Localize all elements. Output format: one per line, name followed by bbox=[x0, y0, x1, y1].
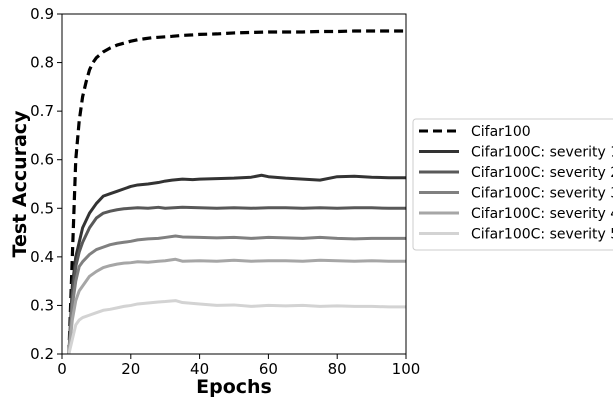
x-tick-label: 60 bbox=[259, 360, 278, 378]
legend-label-2: Cifar100C: severity 1 bbox=[471, 145, 613, 161]
y-axis-title: Test Accuracy bbox=[9, 110, 31, 258]
legend-box bbox=[412, 118, 613, 251]
series-line-3 bbox=[67, 205, 406, 354]
y-tick-label: 0.4 bbox=[30, 248, 54, 266]
series-group bbox=[67, 29, 406, 354]
plot-frame bbox=[61, 13, 407, 355]
y-tick-label: 0.8 bbox=[30, 54, 54, 72]
series-line-5 bbox=[67, 257, 406, 354]
series-line-2 bbox=[67, 173, 406, 354]
series-line-6 bbox=[67, 299, 406, 354]
y-tick-label: 0.6 bbox=[30, 151, 54, 169]
series-line-4 bbox=[67, 234, 406, 354]
y-tick-label: 0.9 bbox=[30, 5, 54, 23]
x-tick-label: 0 bbox=[57, 360, 67, 378]
series-line-1 bbox=[67, 29, 406, 354]
y-tick-label: 0.3 bbox=[30, 296, 54, 314]
x-tick-label: 40 bbox=[190, 360, 209, 378]
y-tick-label: 0.2 bbox=[30, 345, 54, 363]
y-tick-label: 0.5 bbox=[30, 199, 54, 217]
legend-label-1: Cifar100 bbox=[471, 124, 531, 140]
legend-label-4: Cifar100C: severity 3 bbox=[471, 186, 613, 202]
legend-label-5: Cifar100C: severity 4 bbox=[471, 206, 613, 222]
legend-label-6: Cifar100C: severity 5 bbox=[471, 227, 613, 243]
x-tick-label: 100 bbox=[392, 360, 421, 378]
x-axis-title: Epochs bbox=[196, 376, 272, 398]
legend-label-3: Cifar100C: severity 2 bbox=[471, 165, 613, 181]
x-tick-label: 80 bbox=[328, 360, 347, 378]
y-tick-label: 0.7 bbox=[30, 102, 54, 120]
x-tick-label: 20 bbox=[121, 360, 140, 378]
